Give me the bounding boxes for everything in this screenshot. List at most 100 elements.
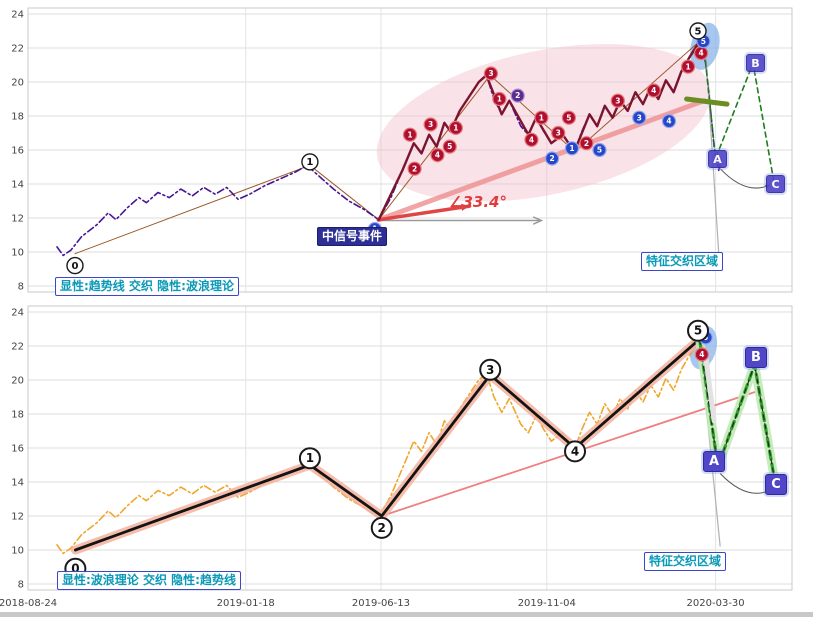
subwave-badge bbox=[561, 110, 577, 125]
wave-number-label: 0 bbox=[72, 261, 79, 272]
bottom-mode-label: 显性:波浪理论 交织 隐性:趋势线 bbox=[57, 571, 241, 590]
subwave-badge bbox=[524, 132, 539, 147]
y-tick-label: 10 bbox=[11, 546, 24, 557]
subwave-badge-label: 3 bbox=[637, 113, 642, 122]
subwave-badge bbox=[564, 141, 580, 156]
wave-number-circle bbox=[689, 22, 707, 40]
wave-number-circle bbox=[687, 319, 710, 342]
subwave-badge bbox=[492, 91, 507, 107]
y-tick-label: 16 bbox=[11, 444, 24, 455]
subwave-badge bbox=[430, 148, 445, 163]
y-tick-label: 18 bbox=[11, 112, 24, 123]
subwave-badge bbox=[545, 151, 560, 166]
y-tick-label: 20 bbox=[11, 376, 24, 387]
wave-a-label-top: A bbox=[708, 150, 727, 168]
subwave-badge-label: 4 bbox=[699, 350, 704, 359]
subwave-badge-label: 3 bbox=[615, 96, 620, 105]
subwave-badge-label: 3 bbox=[488, 69, 493, 78]
subwave-badge-label: 4 bbox=[651, 86, 656, 95]
x-tick-label: 2020-03-30 bbox=[687, 598, 745, 609]
subwave-badge-label: 5 bbox=[447, 142, 452, 151]
subwave-badge bbox=[423, 117, 438, 132]
abc-projection-dashed bbox=[699, 338, 775, 480]
angle-annotation: ∠33.4° bbox=[449, 193, 507, 211]
wave-number-circle bbox=[370, 516, 393, 539]
x-tick-label: 2018-08-24 bbox=[0, 598, 57, 609]
subwave-badge-label: 4 bbox=[529, 135, 534, 144]
subwave-badge-label: 1 bbox=[453, 124, 458, 133]
y-tick-label: 22 bbox=[11, 342, 24, 353]
wave-number-label: 4 bbox=[571, 444, 579, 458]
subwave-badge-label: 1 bbox=[685, 62, 690, 71]
subwave-badge-label: 5 bbox=[597, 146, 602, 155]
x-tick-label: 2019-06-13 bbox=[352, 598, 410, 609]
wave-number-label: 5 bbox=[694, 324, 702, 338]
subwave-badge-label: 1 bbox=[497, 95, 502, 104]
subwave-badge bbox=[448, 120, 463, 136]
y-tick-label: 14 bbox=[11, 478, 24, 489]
bottom-region-label: 特征交织区域 bbox=[644, 552, 727, 571]
x-tick-label: 2019-11-04 bbox=[518, 598, 576, 609]
wave-number-label: 1 bbox=[306, 451, 314, 465]
wave-b-label-top: B bbox=[746, 54, 765, 72]
subwave-badge bbox=[632, 110, 647, 125]
subwave-badge-label: 1 bbox=[407, 130, 412, 139]
subwave-badge-label: 3 bbox=[428, 120, 433, 129]
y-tick-label: 12 bbox=[11, 512, 24, 523]
y-tick-label: 8 bbox=[18, 580, 24, 591]
wave-number-label: 1 bbox=[306, 157, 313, 168]
subwave-badge-label: 2 bbox=[549, 154, 554, 163]
subwave-badge bbox=[551, 125, 566, 141]
y-tick-label: 12 bbox=[11, 214, 24, 225]
breakout-up-arrow bbox=[703, 353, 717, 424]
subwave-badge bbox=[510, 88, 525, 103]
wave-number-label: 0 bbox=[71, 562, 79, 576]
subwave-badge bbox=[534, 110, 549, 125]
top-region-label: 特征交织区域 bbox=[641, 252, 724, 271]
subwave-badge-label: 5 bbox=[566, 113, 571, 122]
wave-number-circle bbox=[301, 153, 319, 171]
subwave-badge bbox=[483, 66, 499, 81]
wave-number-circle bbox=[479, 358, 502, 381]
wave-number-label: 3 bbox=[486, 363, 494, 377]
subwave-badge bbox=[694, 347, 709, 362]
thick-trend-line bbox=[376, 98, 707, 223]
subwave-badge bbox=[402, 127, 418, 142]
subwave-badge-label: 3 bbox=[556, 129, 561, 138]
subwave-badge-label: 2 bbox=[515, 91, 520, 100]
subwave-badge bbox=[661, 113, 677, 129]
y-tick-label: 16 bbox=[11, 146, 24, 157]
y-tick-label: 18 bbox=[11, 410, 24, 421]
x-tick-label: 2019-01-18 bbox=[217, 598, 275, 609]
window-edge bbox=[0, 612, 813, 617]
wave-c-label-bottom: C bbox=[765, 474, 787, 495]
wave-line bbox=[74, 337, 701, 552]
y-tick-label: 24 bbox=[11, 308, 24, 319]
wave-number-circle bbox=[564, 440, 587, 463]
panel-border bbox=[27, 7, 793, 293]
panel-border bbox=[27, 305, 793, 591]
subwave-badge bbox=[592, 142, 607, 158]
subwave-badge-label: 5 bbox=[701, 37, 706, 46]
wave-number-label: 2 bbox=[378, 521, 386, 535]
y-tick-label: 14 bbox=[11, 180, 24, 191]
signal-event-label: 中信号事件 bbox=[317, 227, 388, 246]
wave-number-circle bbox=[66, 256, 84, 275]
y-tick-label: 20 bbox=[11, 78, 24, 89]
top-mode-label: 显性:趋势线 交织 隐性:波浪理论 bbox=[55, 277, 239, 296]
subwave-badge-label: 2 bbox=[412, 164, 417, 173]
wave-number-label: 5 bbox=[695, 26, 702, 37]
subwave-badge-label: 4 bbox=[666, 117, 671, 126]
arrowhead bbox=[460, 203, 470, 211]
subwave-badge-label: 4 bbox=[435, 151, 440, 160]
subwave-badge-label: 1 bbox=[569, 144, 574, 153]
subwave-badge bbox=[579, 136, 594, 151]
subwave-badge bbox=[442, 139, 457, 154]
subwave-badge-label: 2 bbox=[584, 139, 589, 148]
abc-projection bbox=[701, 33, 775, 182]
subwave-badge bbox=[646, 83, 661, 98]
wave-chords bbox=[74, 40, 701, 255]
wave-a-label-bottom: A bbox=[703, 451, 725, 472]
